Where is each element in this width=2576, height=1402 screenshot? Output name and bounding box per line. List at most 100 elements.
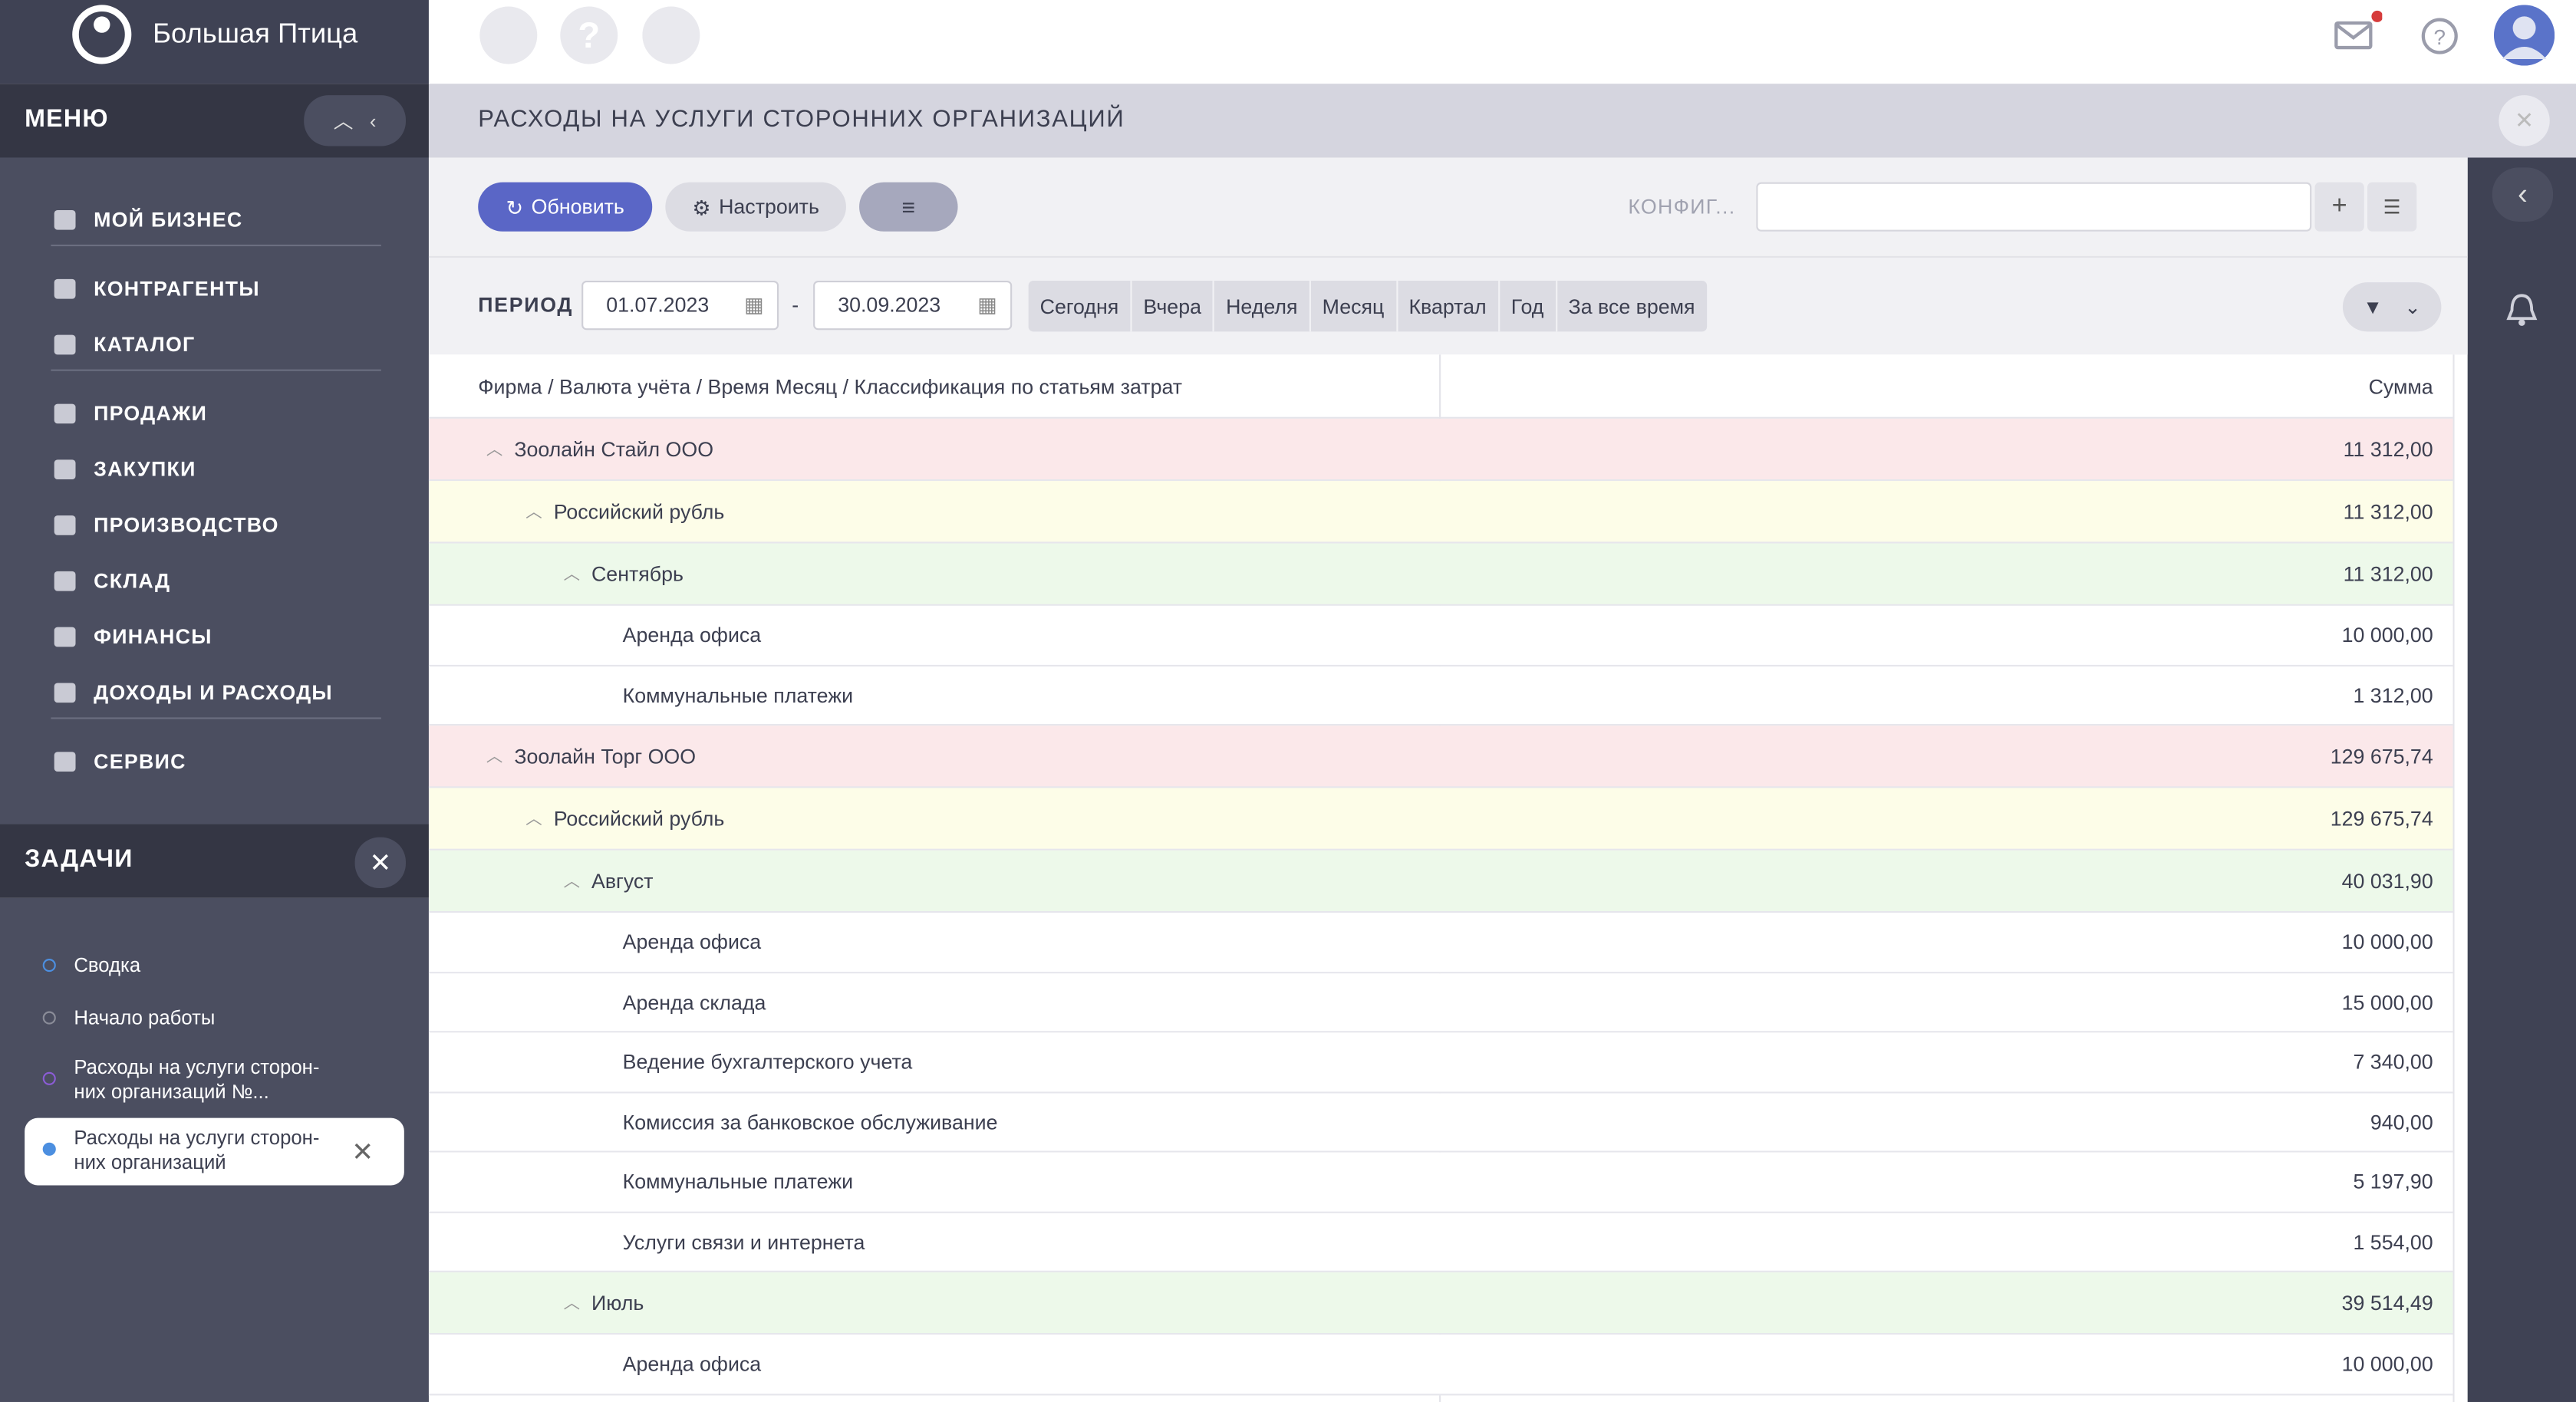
top-icon[interactable]	[479, 6, 538, 64]
row-sum: 129 675,74	[2330, 808, 2433, 831]
task-item[interactable]: Сводка	[74, 953, 141, 977]
expand-caret: ︿	[486, 749, 503, 767]
menu-icon	[54, 278, 76, 299]
row-sum: 40 031,90	[2341, 870, 2433, 894]
task-item[interactable]: Расходы на услуги сторон- них организаци…	[74, 1126, 320, 1174]
quick-period[interactable]: Месяц	[1309, 281, 1395, 332]
table-edge	[2452, 354, 2455, 1402]
task-close[interactable]: ✕	[351, 1139, 374, 1167]
active-task[interactable]	[25, 1117, 404, 1186]
period-label: ПЕРИОД	[478, 294, 574, 318]
menu-icon	[54, 571, 76, 591]
expand-caret: ︿	[525, 504, 542, 522]
quick-period[interactable]: За все время	[1555, 281, 1706, 332]
menu-item[interactable]: ПРОДАЖИ	[94, 402, 208, 426]
quick-period[interactable]: Квартал	[1395, 281, 1497, 332]
menu-icon	[54, 209, 76, 230]
filter-buttons[interactable]: ▼ ⌄	[2342, 282, 2442, 332]
table-row[interactable]	[428, 850, 2453, 913]
row-sum: 1 554,00	[2353, 1230, 2433, 1254]
row-sum: 940,00	[2370, 1111, 2433, 1134]
top-help[interactable]: ?	[560, 6, 618, 64]
row-label: Российский рубль	[553, 808, 725, 831]
config-input[interactable]	[1756, 182, 2312, 232]
quick-period[interactable]: Вчера	[1130, 281, 1213, 332]
menu-item[interactable]: ДОХОДЫ И РАСХОДЫ	[94, 681, 333, 705]
settings-button[interactable]: ⚙ Настроить	[665, 182, 846, 232]
task-item[interactable]: Расходы на услуги сторон- них организаци…	[74, 1055, 320, 1104]
row-sum: 129 675,74	[2330, 745, 2433, 768]
menu-item[interactable]: КАТАЛОГ	[94, 333, 196, 357]
row-label: Зоолайн Торг ООО	[514, 745, 697, 768]
row-sum: 7 340,00	[2353, 1051, 2433, 1075]
date-from-value: 01.07.2023	[606, 294, 710, 318]
quick-period[interactable]: Неделя	[1212, 281, 1309, 332]
menu-icon	[54, 459, 76, 480]
menu-item[interactable]: ПРОИЗВОДСТВО	[94, 513, 279, 537]
date-from[interactable]: 01.07.2023 ▦	[581, 281, 779, 331]
task-item[interactable]: Начало работы	[74, 1006, 216, 1030]
menu-icon	[54, 627, 76, 647]
top-icon[interactable]	[642, 6, 700, 64]
menu-toggle[interactable]: ︿ ‹	[304, 95, 406, 146]
refresh-button[interactable]: ↻ Обновить	[478, 182, 653, 232]
avatar[interactable]	[2493, 5, 2555, 66]
config-add[interactable]: +	[2314, 182, 2364, 232]
help-icon[interactable]: ?	[2418, 15, 2461, 58]
task-dot	[42, 959, 56, 973]
date-to[interactable]: 30.09.2023 ▦	[813, 281, 1013, 331]
table-row	[428, 1335, 2453, 1395]
config-label: КОНФИГ...	[1628, 195, 1736, 219]
row-label: Комиссия за банковское обслуживание	[622, 1111, 998, 1134]
expand-caret: ︿	[525, 811, 542, 829]
bell-icon[interactable]	[2505, 292, 2538, 328]
structure-button[interactable]: ≡	[859, 182, 958, 232]
column-header: Сумма	[2368, 376, 2433, 400]
menu-item[interactable]: ФИНАНСЫ	[94, 625, 212, 649]
config-list[interactable]: ☰	[2367, 182, 2417, 232]
row-sum: 10 000,00	[2341, 1353, 2433, 1377]
row-sum: 11 312,00	[2343, 438, 2433, 462]
brand-bar	[0, 0, 429, 84]
menu-item[interactable]: ЗАКУПКИ	[94, 458, 196, 482]
quick-period[interactable]: Сегодня	[1039, 295, 1119, 318]
menu-item[interactable]: КОНТРАГЕНТЫ	[94, 277, 260, 301]
row-label: Коммунальные платежи	[622, 684, 854, 708]
table-row[interactable]	[428, 543, 2453, 606]
title-bar	[428, 84, 2576, 158]
row-sum: 11 312,00	[2343, 563, 2433, 587]
row-label: Ведение бухгалтерского учета	[622, 1051, 913, 1075]
close-page[interactable]: ✕	[2499, 95, 2550, 146]
period-dash: -	[792, 294, 799, 318]
tasks-close[interactable]: ✕	[354, 837, 406, 889]
row-sum: 10 000,00	[2341, 931, 2433, 955]
table-row	[428, 1152, 2453, 1213]
right-toggle[interactable]: ‹	[2492, 167, 2554, 222]
table-row[interactable]	[428, 481, 2453, 544]
menu-item[interactable]: МОЙ БИЗНЕС	[94, 208, 243, 232]
table-row[interactable]	[428, 788, 2453, 851]
row-label: Август	[591, 870, 654, 894]
mail-icon[interactable]	[2333, 10, 2383, 56]
table-row[interactable]	[428, 1272, 2453, 1335]
menu-separator	[51, 717, 381, 719]
table-row	[428, 913, 2453, 973]
row-sum: 10 000,00	[2341, 624, 2433, 647]
quick-period[interactable]: Год	[1497, 281, 1556, 332]
table-row[interactable]	[428, 726, 2453, 788]
menu-icon	[54, 752, 76, 772]
quick-periods: Сегодня Вчера Неделя Месяц Квартал Год За все …	[1028, 281, 1707, 332]
menu-item[interactable]: СКЛАД	[94, 569, 171, 593]
settings-label: Настроить	[719, 195, 819, 219]
row-label: Российский рубль	[553, 500, 725, 524]
column-header: Фирма / Валюта учёта / Время Месяц / Кла…	[478, 376, 1183, 400]
table-row[interactable]	[428, 418, 2453, 482]
row-label: Аренда офиса	[622, 624, 762, 647]
divider	[428, 255, 2468, 258]
menu-item[interactable]: СЕРВИС	[94, 750, 186, 774]
svg-text:?: ?	[2434, 25, 2446, 49]
row-sum: 39 514,49	[2341, 1292, 2433, 1315]
menu-separator	[51, 369, 381, 371]
